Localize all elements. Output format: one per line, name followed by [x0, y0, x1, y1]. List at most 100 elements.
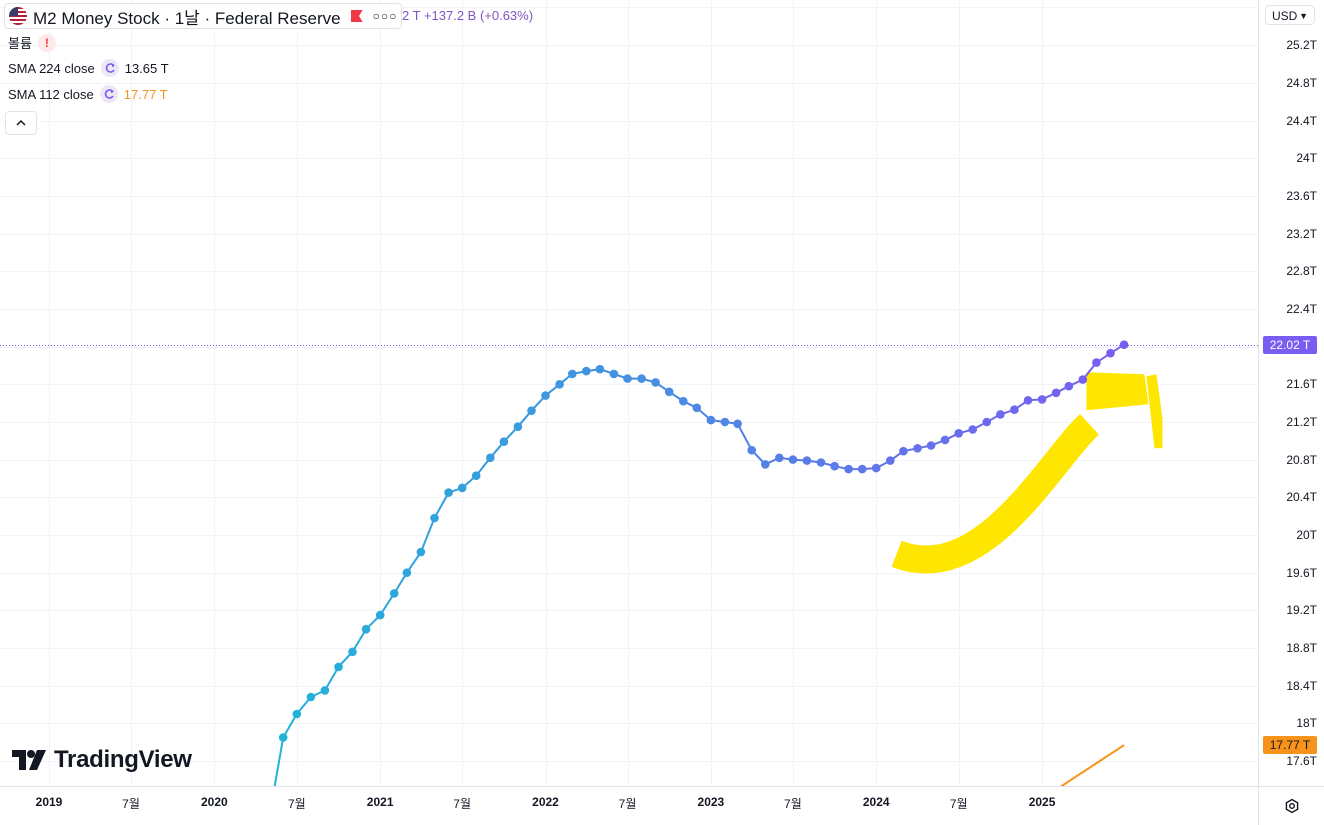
sma112-label: SMA 112 close: [8, 86, 94, 102]
annotation-arrow: [891, 372, 1163, 574]
y-tick-label: 20T: [1296, 528, 1317, 542]
y-tick-label: 24.4T: [1286, 113, 1317, 128]
cycle-icon[interactable]: [100, 59, 119, 77]
data-point: [679, 396, 688, 406]
time-axis[interactable]: 2019 7월 2020 7월 2021 7월 2022 7월 2023 7월 2024 7월 2025: [0, 786, 1258, 825]
y-tick-label: 22.4T: [1286, 301, 1317, 316]
data-point: [788, 455, 798, 464]
data-point: [320, 686, 330, 695]
sma112-price-tag: 17.77 T: [1263, 736, 1317, 755]
data-point: [651, 378, 660, 387]
grid-lines: [0, 0, 1258, 786]
x-tick-label: 2024: [862, 795, 890, 809]
gear-icon[interactable]: [1284, 798, 1300, 814]
data-point: [555, 380, 564, 389]
chevron-up-icon: [16, 119, 26, 126]
y-tick-label: 19.6T: [1286, 565, 1317, 580]
more-dots-icon[interactable]: ○○○: [372, 9, 398, 23]
symbol-title[interactable]: M2 Money Stock · 1날 · Federal Reserve: [33, 8, 341, 28]
data-point: [844, 464, 853, 474]
sma112-line: [1059, 744, 1125, 786]
sma224-value: 13.65 T: [124, 60, 169, 76]
y-tick-label: 18.8T: [1286, 641, 1317, 656]
data-point: [886, 456, 895, 465]
x-tick-label: 7월: [453, 797, 472, 811]
y-tick-label: 17.6T: [1286, 754, 1317, 769]
axis-settings-corner[interactable]: [1258, 786, 1324, 825]
data-point: [375, 610, 385, 620]
y-tick-label: 24T: [1296, 151, 1317, 166]
data-point: [1119, 340, 1129, 350]
x-tick-label: 7월: [618, 797, 637, 811]
data-point: [361, 624, 371, 634]
data-point: [913, 444, 922, 453]
y-tick-label: 18T: [1296, 716, 1317, 731]
data-point: [430, 513, 439, 523]
data-point: [1037, 395, 1047, 404]
price-change: 2 T +137.2 B (+0.63%): [402, 8, 534, 23]
y-tick-label: 25.2T: [1286, 38, 1317, 53]
y-tick-label: 21.2T: [1286, 414, 1317, 429]
chart-plot-area[interactable]: M2 Money Stock · 1날 · Federal Reserve ○○…: [0, 0, 1258, 786]
data-point: [582, 366, 591, 376]
data-point: [623, 374, 632, 383]
y-tick-label: 20.8T: [1286, 452, 1317, 467]
y-tick-label: 19.2T: [1286, 603, 1317, 618]
data-point: [706, 415, 716, 425]
data-point: [1010, 405, 1019, 415]
sma112-value: 17.77 T: [123, 86, 168, 102]
data-point: [830, 461, 839, 471]
y-tick-label: 20.4T: [1286, 490, 1317, 505]
y-tick-label: 24.8T: [1286, 75, 1317, 90]
data-point: [720, 417, 730, 427]
x-tick-label: 2023: [697, 795, 725, 809]
x-tick-label: 7월: [949, 797, 968, 811]
data-point: [486, 453, 495, 463]
data-point: [1051, 388, 1061, 398]
data-point: [954, 429, 963, 438]
data-point: [348, 647, 357, 657]
data-point: [513, 422, 523, 432]
price-chart[interactable]: [0, 0, 1258, 786]
data-point: [871, 463, 881, 473]
warning-icon[interactable]: !: [37, 33, 56, 52]
x-tick-label: 2019: [35, 795, 63, 809]
price-axis[interactable]: USD ▼ 25.2T 24.8T 24.4T 24T 23.6T 23.2T 22.8T 2…: [1258, 0, 1324, 786]
legend-sma112[interactable]: SMA 112 close 17.77 T: [8, 85, 168, 103]
cycle-icon[interactable]: [99, 85, 118, 103]
data-point: [444, 488, 453, 497]
annotation-arrow-head: [1086, 372, 1149, 411]
y-tick-label: 18.4T: [1286, 678, 1317, 693]
collapse-legend-button[interactable]: [5, 111, 37, 135]
data-point: [747, 445, 756, 455]
tradingview-logo-text: TradingView: [54, 746, 192, 773]
data-point: [940, 435, 950, 445]
x-tick-label: 2020: [200, 795, 228, 809]
data-point: [402, 568, 412, 577]
data-point: [416, 547, 426, 557]
data-point: [306, 692, 316, 702]
data-point: [996, 410, 1005, 419]
data-point: [457, 483, 467, 493]
y-tick-label: 23.6T: [1286, 188, 1317, 203]
symbol-title-bar[interactable]: M2 Money Stock · 1날 · Federal Reserve ○○…: [4, 3, 403, 29]
y-tick-label: 21.6T: [1286, 377, 1317, 392]
us-flag-icon: [9, 7, 27, 25]
legend-volume[interactable]: 볼륨 !: [8, 33, 56, 52]
data-point: [982, 417, 992, 427]
data-point: [499, 437, 509, 447]
flag-icon[interactable]: [350, 10, 363, 22]
y-tick-label: 22.8T: [1286, 264, 1317, 279]
data-point: [692, 403, 702, 413]
annotation-arrow-tail: [1146, 374, 1163, 449]
data-point: [389, 589, 399, 598]
tradingview-logo[interactable]: TradingView: [12, 746, 192, 774]
x-tick-label: 7월: [122, 797, 140, 811]
x-tick-label: 2021: [366, 795, 394, 809]
currency-button[interactable]: USD ▼: [1265, 5, 1315, 25]
legend-sma224[interactable]: SMA 224 close 13.65 T: [8, 59, 169, 77]
y-tick-label: 23.2T: [1286, 226, 1317, 241]
series-layer: [273, 340, 1129, 786]
x-tick-label: 7월: [784, 797, 802, 811]
data-point: [471, 471, 481, 481]
